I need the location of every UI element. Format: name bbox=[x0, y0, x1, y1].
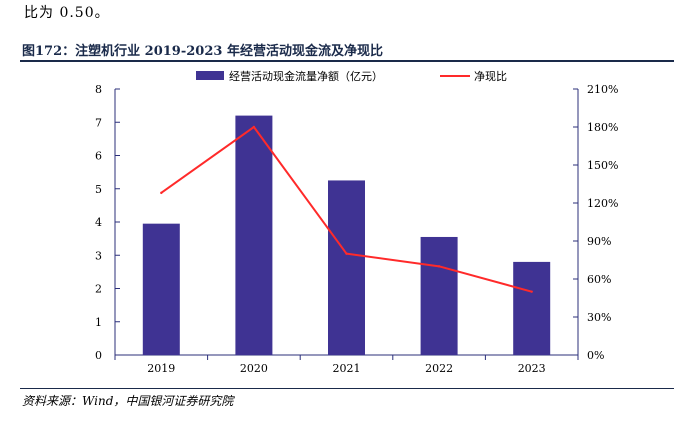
right-axis-tick-label: 90% bbox=[587, 235, 611, 248]
bar-2021 bbox=[328, 180, 365, 355]
source-divider bbox=[20, 388, 674, 389]
x-axis-tick-label: 2020 bbox=[240, 362, 268, 375]
right-axis-tick-label: 150% bbox=[587, 159, 618, 172]
legend-bar-label: 经营活动现金流量净额（亿元） bbox=[229, 69, 383, 83]
bar-2020 bbox=[235, 115, 273, 355]
ratio-point-2022 bbox=[437, 265, 441, 268]
x-axis-tick-label: 2021 bbox=[333, 362, 361, 375]
chart-axes: 0 1 2 3 4 5 6 7 8 0% 30% 60% 90% 120% 150% 180% 210% 2019… bbox=[95, 83, 618, 375]
x-axis-tick-label: 2019 bbox=[147, 362, 175, 375]
left-axis-tick-label: 6 bbox=[95, 150, 102, 163]
line-series bbox=[160, 125, 533, 293]
bar-2019 bbox=[142, 223, 180, 355]
ratio-point-2019 bbox=[160, 191, 163, 195]
left-axis-tick-label: 8 bbox=[95, 83, 102, 96]
title-divider bbox=[20, 60, 674, 62]
right-axis-tick-label: 210% bbox=[587, 83, 618, 96]
legend-bar-swatch bbox=[196, 71, 224, 80]
x-axis-tick-label: 2023 bbox=[518, 362, 546, 375]
source-note: 资料来源：Wind，中国银河证券研究院 bbox=[22, 394, 234, 408]
x-axis-tick-label: 2022 bbox=[425, 362, 453, 375]
ratio-point-2021 bbox=[345, 252, 348, 255]
right-axis-tick-label: 30% bbox=[587, 311, 611, 324]
legend-line-label: 净现比 bbox=[474, 69, 507, 83]
right-axis-tick-label: 120% bbox=[587, 197, 618, 210]
chart-legend: 经营活动现金流量净额（亿元） 净现比 bbox=[196, 69, 507, 83]
left-axis-tick-label: 7 bbox=[95, 116, 102, 129]
ratio-point-2023 bbox=[530, 290, 533, 293]
bar-2023 bbox=[513, 261, 551, 355]
left-axis-tick-label: 5 bbox=[95, 183, 102, 196]
ratio-point-2020 bbox=[252, 125, 256, 129]
figure-title: 图172：注塑机行业 2019-2023 年经营活动现金流及净现比 bbox=[22, 44, 383, 59]
left-axis-tick-label: 3 bbox=[95, 249, 102, 262]
right-axis-tick-label: 60% bbox=[587, 273, 611, 286]
left-axis-tick-label: 4 bbox=[95, 216, 102, 229]
right-axis-tick-label: 0% bbox=[587, 349, 604, 362]
intro-text: 比为 0.50。 bbox=[24, 5, 110, 21]
left-axis-tick-label: 2 bbox=[95, 283, 102, 296]
bar-series bbox=[142, 115, 551, 355]
left-axis-tick-label: 0 bbox=[95, 349, 102, 362]
left-axis-tick-label: 1 bbox=[95, 316, 102, 329]
bar-2022 bbox=[420, 236, 458, 355]
right-axis-tick-label: 180% bbox=[587, 121, 618, 134]
